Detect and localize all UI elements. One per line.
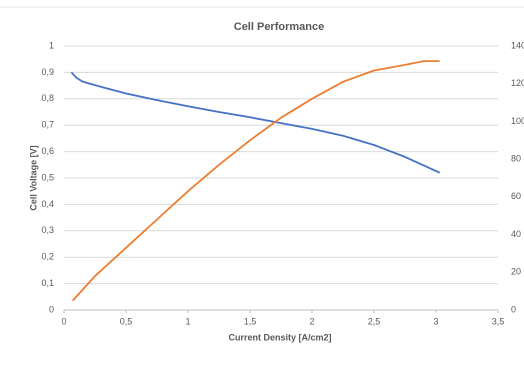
y-tick-label: 0,8 [41, 93, 54, 103]
y2-tick-label: 60 [511, 191, 521, 201]
x-tick-label: 3,5 [492, 316, 505, 326]
y-tick-label: 0,1 [41, 278, 54, 288]
y2-tick-label: 80 [511, 154, 521, 164]
y-tick-label: 0,6 [41, 146, 54, 156]
y2-tick-label: 40 [511, 229, 521, 239]
y-tick-label: 0,5 [41, 172, 54, 182]
chart-title: Cell Performance [234, 21, 324, 33]
x-tick-label: 2 [309, 316, 314, 326]
y2-tick-label: 100 [511, 116, 524, 126]
x-axis-title: Current Density [A/cm2] [228, 332, 331, 342]
y-axis-title: Cell Voltage [V] [28, 145, 38, 210]
y2-tick-label: 0 [511, 304, 516, 314]
y-tick-label: 0,7 [41, 120, 54, 130]
y-tick-label: 0,2 [41, 252, 54, 262]
x-tick-label: 0 [61, 316, 66, 326]
y-tick-label: 0,4 [41, 199, 54, 209]
y2-tick-label: 20 [511, 267, 521, 277]
y2-tick-label: 140 [511, 40, 524, 50]
x-tick-label: 0,5 [120, 316, 133, 326]
data-line [72, 60, 440, 302]
data-line [70, 71, 441, 174]
x-tick-label: 1 [185, 316, 190, 326]
y-tick-label: 0,3 [41, 225, 54, 235]
x-tick-label: 3 [433, 316, 438, 326]
x-tick-label: 1,5 [244, 316, 257, 326]
y-tick-label: 0,9 [41, 67, 54, 77]
y2-tick-label: 120 [511, 78, 524, 88]
y-tick-label: 1 [49, 40, 54, 50]
y-tick-label: 0 [49, 304, 54, 314]
x-tick-label: 2,5 [368, 316, 381, 326]
